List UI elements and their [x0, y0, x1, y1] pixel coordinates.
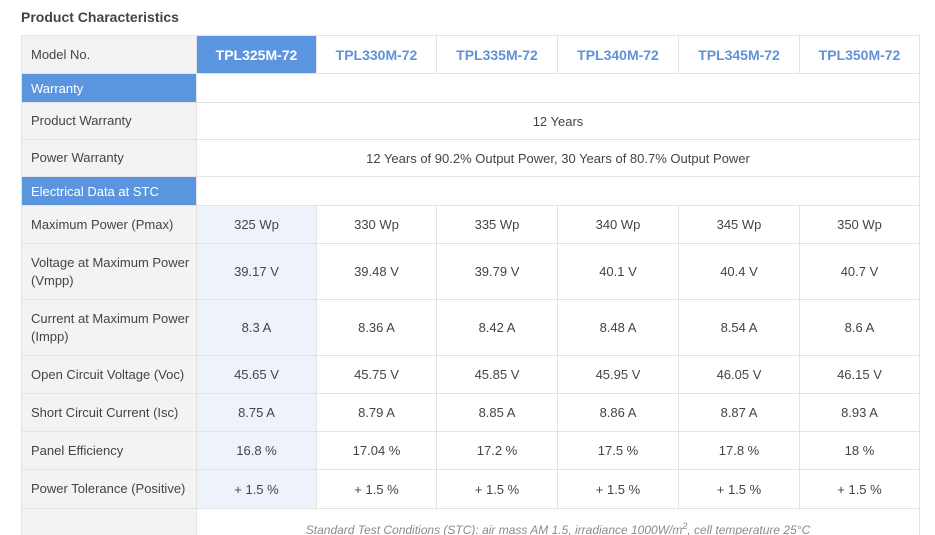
cell-value: 8.93 A — [799, 393, 920, 432]
cell-value: 8.54 A — [678, 299, 800, 356]
cell-value: + 1.5 % — [678, 469, 800, 509]
row-label: Panel Efficiency — [21, 431, 197, 470]
row-label: Voltage at Maximum Power (Vmpp) — [21, 243, 197, 300]
model-tab-tpl330m-72[interactable]: TPL330M-72 — [316, 35, 437, 74]
row-label: Maximum Power (Pmax) — [21, 205, 197, 244]
model-tab-tpl350m-72[interactable]: TPL350M-72 — [799, 35, 920, 74]
power-warranty-label: Power Warranty — [21, 139, 197, 177]
section-spacer — [196, 176, 920, 206]
cell-value: 39.79 V — [436, 243, 558, 300]
cell-value: 8.85 A — [436, 393, 558, 432]
cell-value: 8.42 A — [436, 299, 558, 356]
cell-value: 45.95 V — [557, 355, 679, 394]
cell-value: 46.15 V — [799, 355, 920, 394]
table-row: Current at Maximum Power (Impp) 8.3 A 8.… — [21, 299, 920, 356]
cell-value: 8.48 A — [557, 299, 679, 356]
warranty-section-row: Warranty — [21, 73, 920, 103]
cell-value: 345 Wp — [678, 205, 800, 244]
cell-value: + 1.5 % — [557, 469, 679, 509]
cell-value: 40.4 V — [678, 243, 800, 300]
table-row: Voltage at Maximum Power (Vmpp) 39.17 V … — [21, 243, 920, 300]
cell-value: 8.87 A — [678, 393, 800, 432]
warranty-section-header: Warranty — [21, 73, 197, 103]
cell-value: 40.7 V — [799, 243, 920, 300]
cell-value: 40.1 V — [557, 243, 679, 300]
cell-value: 8.36 A — [316, 299, 437, 356]
cell-value: 16.8 % — [196, 431, 317, 470]
cell-value: 45.75 V — [316, 355, 437, 394]
model-tab-tpl325m-72[interactable]: TPL325M-72 — [196, 35, 317, 74]
electrical-section-row: Electrical Data at STC — [21, 176, 920, 206]
footnote-superscript: 2 — [682, 520, 688, 531]
table-row: Power Tolerance (Positive) + 1.5 % + 1.5… — [21, 469, 920, 509]
cell-value: + 1.5 % — [436, 469, 558, 509]
cell-value: 17.2 % — [436, 431, 558, 470]
cell-value: 8.6 A — [799, 299, 920, 356]
cell-value: 8.79 A — [316, 393, 437, 432]
power-warranty-value: 12 Years of 90.2% Output Power, 30 Years… — [196, 139, 920, 177]
table-row: Maximum Power (Pmax) 325 Wp 330 Wp 335 W… — [21, 205, 920, 244]
cell-value: + 1.5 % — [799, 469, 920, 509]
cell-value: + 1.5 % — [316, 469, 437, 509]
model-tab-tpl335m-72[interactable]: TPL335M-72 — [436, 35, 558, 74]
cell-value: 17.04 % — [316, 431, 437, 470]
cell-value: 46.05 V — [678, 355, 800, 394]
product-warranty-value: 12 Years — [196, 102, 920, 140]
footnote-row: Standard Test Conditions (STC): air mass… — [21, 508, 920, 535]
section-spacer — [196, 73, 920, 103]
row-label: Short Circuit Current (Isc) — [21, 393, 197, 432]
cell-value: 45.85 V — [436, 355, 558, 394]
model-header-row: Model No. TPL325M-72 TPL330M-72 TPL335M-… — [21, 35, 920, 74]
row-label: Current at Maximum Power (Impp) — [21, 299, 197, 356]
table-row: Product Warranty 12 Years — [21, 102, 920, 140]
cell-value: 8.3 A — [196, 299, 317, 356]
model-no-label: Model No. — [21, 35, 197, 74]
table-row: Open Circuit Voltage (Voc) 45.65 V 45.75… — [21, 355, 920, 394]
page-title: Product Characteristics — [21, 9, 179, 25]
table-row: Short Circuit Current (Isc) 8.75 A 8.79 … — [21, 393, 920, 432]
cell-value: 340 Wp — [557, 205, 679, 244]
cell-value: 18 % — [799, 431, 920, 470]
footnote-text: Standard Test Conditions (STC): air mass… — [305, 522, 683, 535]
row-label: Power Tolerance (Positive) — [21, 469, 197, 509]
model-tab-tpl340m-72[interactable]: TPL340M-72 — [557, 35, 679, 74]
cell-value: 39.48 V — [316, 243, 437, 300]
product-characteristics-table: Model No. TPL325M-72 TPL330M-72 TPL335M-… — [21, 35, 920, 535]
cell-value: 350 Wp — [799, 205, 920, 244]
cell-value: 335 Wp — [436, 205, 558, 244]
cell-value: 325 Wp — [196, 205, 317, 244]
electrical-section-header: Electrical Data at STC — [21, 176, 197, 206]
cell-value: 8.75 A — [196, 393, 317, 432]
cell-value: 8.86 A — [557, 393, 679, 432]
cell-value: 17.5 % — [557, 431, 679, 470]
cell-value: + 1.5 % — [196, 469, 317, 509]
product-warranty-label: Product Warranty — [21, 102, 197, 140]
cell-value: 39.17 V — [196, 243, 317, 300]
table-row: Panel Efficiency 16.8 % 17.04 % 17.2 % 1… — [21, 431, 920, 470]
cell-value: 17.8 % — [678, 431, 800, 470]
model-tab-tpl345m-72[interactable]: TPL345M-72 — [678, 35, 800, 74]
table-row: Power Warranty 12 Years of 90.2% Output … — [21, 139, 920, 177]
footnote-spacer — [21, 508, 197, 535]
cell-value: 45.65 V — [196, 355, 317, 394]
row-label: Open Circuit Voltage (Voc) — [21, 355, 197, 394]
stc-footnote: Standard Test Conditions (STC): air mass… — [196, 508, 920, 535]
cell-value: 330 Wp — [316, 205, 437, 244]
footnote-text-end: , cell temperature 25°C — [687, 522, 811, 535]
